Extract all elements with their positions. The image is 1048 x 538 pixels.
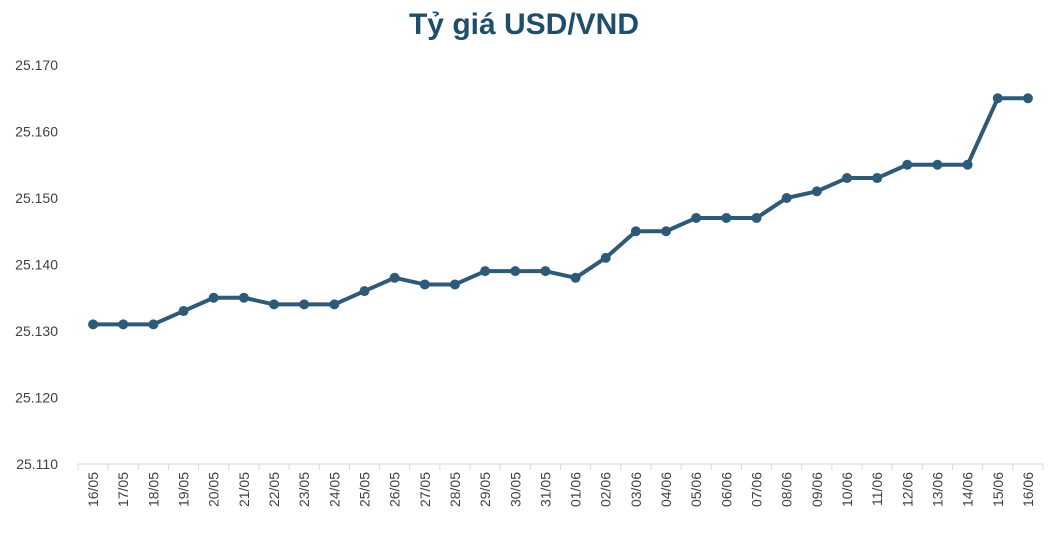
data-point	[148, 319, 159, 330]
x-tick-label: 11/06	[869, 472, 885, 506]
x-tick-label: 17/05	[115, 472, 131, 507]
x-tick-label: 27/05	[417, 472, 433, 507]
x-tick-label: 30/05	[507, 472, 523, 507]
data-point	[661, 226, 672, 237]
data-point	[751, 212, 762, 223]
x-tick-label: 21/05	[236, 472, 252, 507]
data-point	[178, 306, 189, 317]
data-point	[902, 159, 913, 170]
data-point	[570, 272, 581, 283]
x-tick-label: 29/05	[477, 472, 493, 507]
x-tick-label: 10/06	[839, 472, 855, 507]
x-tick-label: 18/05	[145, 472, 161, 507]
data-point	[691, 212, 702, 223]
y-tick-label: 25.120	[15, 390, 58, 406]
data-point	[872, 173, 883, 184]
x-tick-label: 25/05	[356, 472, 372, 507]
x-tick-label: 07/06	[749, 472, 765, 507]
x-tick-label: 08/06	[779, 472, 795, 507]
x-tick-label: 28/05	[447, 472, 463, 507]
data-point	[540, 266, 551, 277]
data-point	[992, 93, 1003, 104]
y-tick-label: 25.110	[16, 456, 58, 472]
x-tick-label: 22/05	[266, 472, 282, 507]
y-axis: 25.110 25.120 25.130 25.140 25.150 25.160 25.1…	[15, 57, 58, 472]
data-point	[932, 159, 943, 170]
x-tick-label: 15/06	[990, 472, 1006, 507]
data-point	[118, 319, 129, 330]
data-point	[510, 266, 521, 277]
data-point	[811, 186, 822, 197]
x-tick-label: 14/06	[960, 472, 976, 507]
x-tick-label: 31/05	[537, 472, 553, 507]
x-tick-label: 13/06	[929, 472, 945, 507]
x-tick-label: 09/06	[809, 472, 825, 507]
data-point	[389, 272, 400, 283]
chart-title: Tỷ giá USD/VND	[408, 8, 640, 41]
y-tick-label: 25.170	[15, 57, 58, 73]
data-point	[480, 266, 491, 277]
data-point	[781, 193, 792, 203]
x-tick-label: 03/06	[628, 472, 644, 507]
data-point	[630, 226, 641, 237]
x-tick-label: 20/05	[206, 472, 222, 507]
series-line	[91, 96, 1030, 327]
data-point	[841, 173, 852, 184]
x-tick-label: 06/06	[718, 472, 734, 507]
x-tick-label: 16/05	[85, 472, 101, 507]
x-tick-label: 04/06	[658, 472, 674, 507]
x-axis: 16/05 17/05 18/05 19/05 20/05 21/05 22/05 23/05…	[77, 463, 1044, 507]
series-line-group	[88, 93, 1033, 330]
x-tick-label: 26/05	[387, 472, 403, 507]
x-tick-label: 01/06	[568, 472, 584, 507]
x-tick-label: 05/06	[688, 472, 704, 507]
y-tick-label: 25.160	[15, 124, 58, 140]
y-tick-label: 25.140	[15, 257, 58, 273]
y-tick-label: 25.150	[15, 190, 58, 206]
data-point	[208, 292, 219, 303]
y-tick-label: 25.130	[15, 323, 58, 339]
x-tick-label: 23/05	[296, 472, 312, 507]
data-point	[88, 319, 99, 330]
data-point	[449, 279, 460, 290]
data-point	[1022, 93, 1033, 104]
x-tick-label: 02/06	[598, 472, 614, 507]
data-point	[721, 212, 732, 223]
x-tick-label: 19/05	[176, 472, 192, 507]
data-point	[419, 279, 430, 290]
data-point	[269, 299, 280, 310]
x-tick-label: 24/05	[326, 472, 342, 507]
data-point	[329, 299, 340, 310]
x-tick-label: 16/06	[1020, 472, 1036, 507]
data-point	[962, 159, 973, 170]
data-point	[359, 286, 370, 297]
data-point	[600, 252, 611, 263]
x-tick-label: 12/06	[899, 472, 915, 507]
data-point	[299, 299, 310, 310]
data-point	[238, 292, 249, 303]
